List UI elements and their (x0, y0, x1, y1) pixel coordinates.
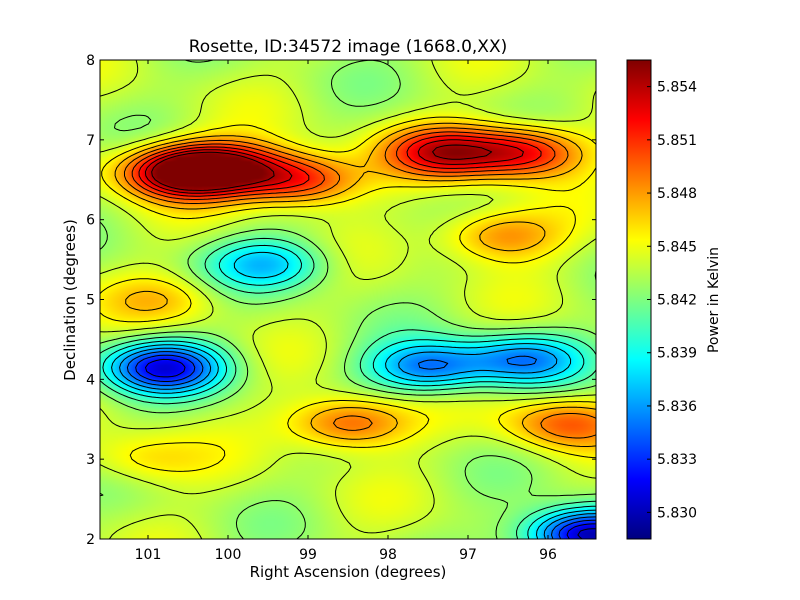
y-tick-label: 3 (86, 452, 95, 468)
contour-line (151, 144, 493, 191)
heatmap-image (100, 60, 596, 539)
plot-area (99, 59, 597, 540)
y-tick-label: 2 (86, 532, 95, 548)
y-tick-label: 6 (86, 213, 95, 229)
colorbar-label: Power in Kelvin (706, 247, 722, 353)
x-tick-label: 99 (299, 547, 317, 563)
x-axis: 101 100 99 98 97 96 (135, 60, 557, 563)
x-tick-label: 96 (539, 547, 557, 563)
y-axis: 2 3 4 5 6 7 8 (86, 53, 596, 548)
contour-line (100, 237, 596, 539)
colorbar-tick-label: 5.848 (657, 186, 697, 202)
y-axis-label: Declination (degrees) (61, 219, 79, 381)
colorbar-tick-label: 5.842 (657, 293, 697, 309)
y-tick-label: 5 (86, 293, 95, 309)
colorbar-tick-label: 5.836 (657, 399, 697, 415)
colorbar-tick-label: 5.851 (657, 133, 697, 149)
colorbar-tick-label: 5.833 (657, 452, 697, 468)
chart-title: Rosette, ID:34572 image (1668.0,XX) (189, 37, 507, 57)
contour-line (135, 354, 596, 539)
colorbar-tick-label: 5.830 (657, 505, 697, 521)
contour-line (114, 122, 596, 447)
contour-line (138, 135, 542, 197)
contour-line (119, 347, 596, 539)
contour-line (131, 131, 556, 200)
contour-line (111, 251, 596, 539)
y-tick-label: 8 (86, 53, 95, 69)
contour-line (144, 139, 524, 194)
colorbar-tick-label: 5.854 (657, 80, 697, 96)
x-tick-label: 101 (135, 547, 162, 563)
x-tick-label: 98 (379, 547, 397, 563)
contour-lines (100, 60, 596, 539)
x-axis-label: Right Ascension (degrees) (250, 563, 447, 581)
contour-line (145, 358, 596, 539)
colorbar-tick-label: 5.839 (657, 346, 697, 362)
contour-line (126, 351, 596, 539)
contour-line (100, 116, 596, 472)
colorbar-tick-label: 5.845 (657, 239, 697, 255)
x-tick-label: 97 (459, 547, 477, 563)
y-tick-label: 7 (86, 133, 95, 149)
colorbar-ticks: 5.830 5.833 5.836 5.839 5.842 5.845 5.848 5.851… (647, 80, 697, 521)
contour-line (124, 127, 596, 439)
contour-line (102, 244, 596, 539)
contour-line (577, 528, 596, 539)
x-tick-label: 100 (215, 547, 242, 563)
colorbar: 5.830 5.833 5.836 5.839 5.842 5.845 5.848 5.851… (626, 59, 722, 540)
y-tick-label: 4 (86, 372, 95, 388)
contour-line (100, 60, 596, 539)
